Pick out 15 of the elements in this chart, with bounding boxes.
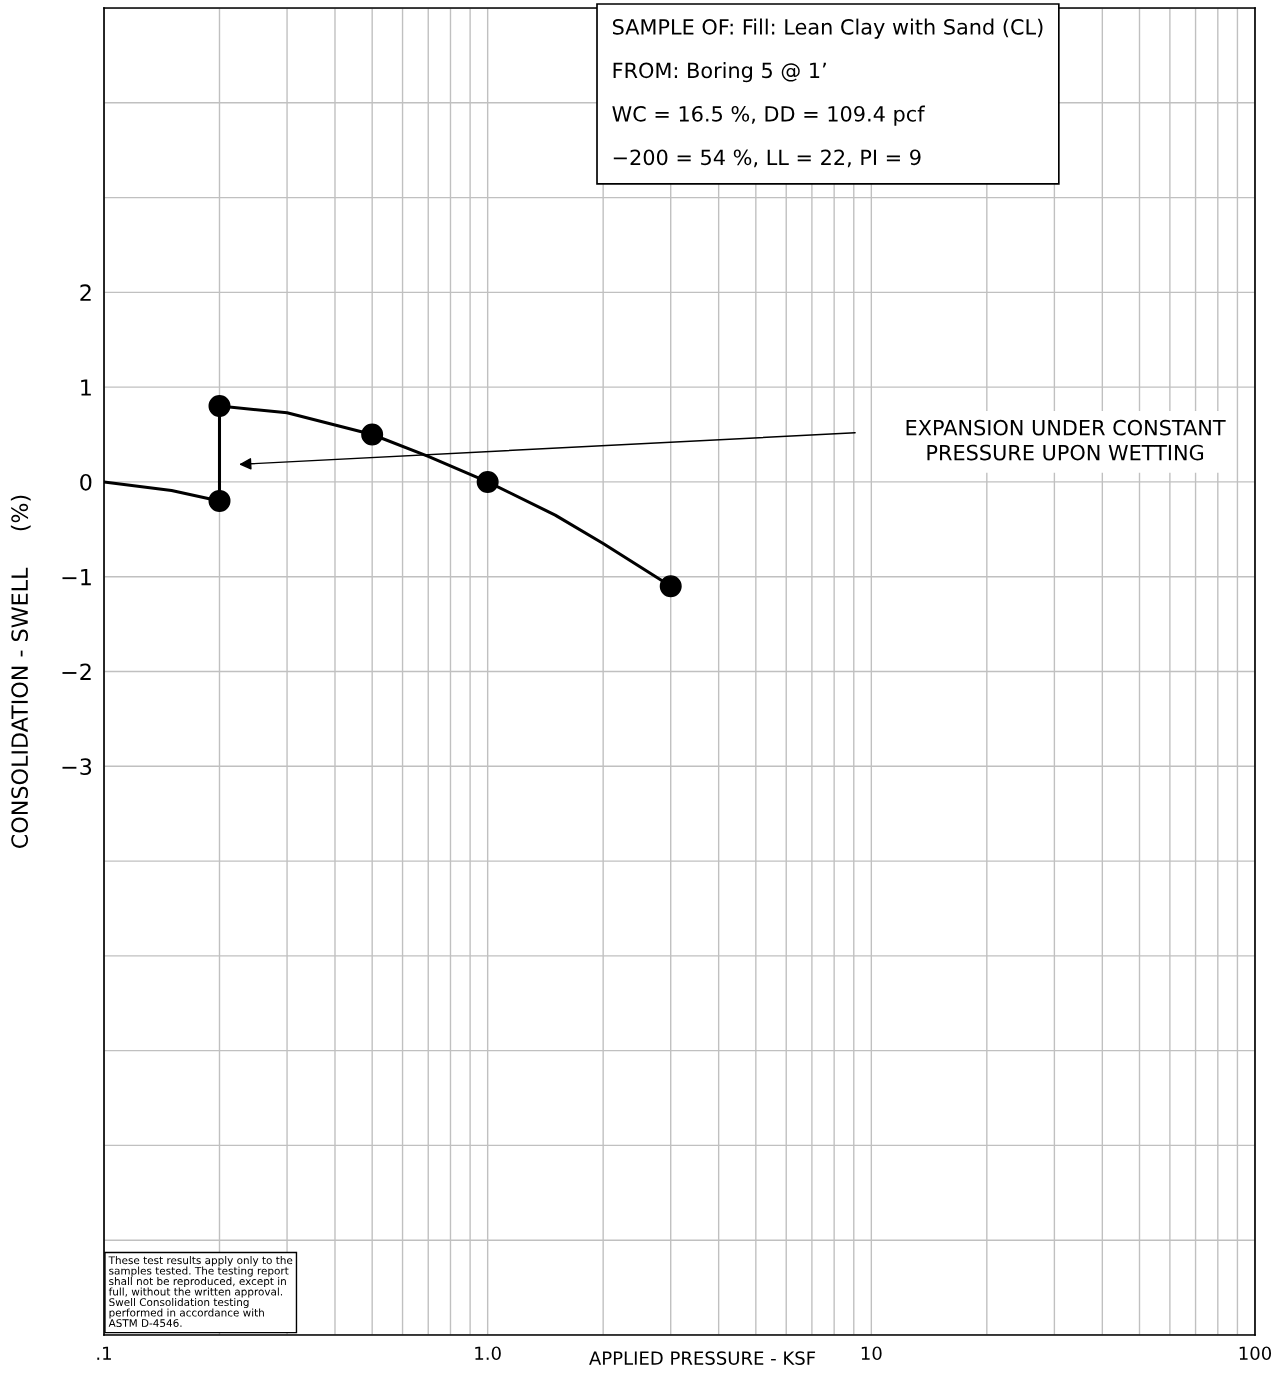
y-tick-label: 1 bbox=[81, 379, 91, 396]
annotation: EXPANSION UNDER CONSTANT PRESSURE UPON WETTING bbox=[906, 419, 1226, 461]
x-tick-label: 1.0 bbox=[475, 1346, 501, 1361]
x-tick-label: .1 bbox=[97, 1346, 111, 1360]
y-axis-title: CONSOLIDATION - SWELL (%) bbox=[10, 495, 31, 848]
y-tick-label: −2 bbox=[62, 663, 91, 680]
annotation: SAMPLE OF: Fill: Lean Clay with Sand (CL) FROM: Boring 5 @ 1’ WC = 16.5 %, DD = 109.4 pcf −200 = 54 %, LL = 22, PI = 9 bbox=[612, 18, 1043, 168]
y-tick-label: 2 bbox=[80, 284, 91, 301]
x-tick-label: 10 bbox=[861, 1346, 882, 1361]
x-tick-label: 100 bbox=[1239, 1346, 1272, 1361]
annotation: These test results apply only to the samples tested. The testing report shall not be reproduced, except in full, without the written approval. Swell Consolidation testing performed in accordance with ASTM D-4546. bbox=[108, 1256, 293, 1328]
y-tick-label: 0 bbox=[80, 473, 92, 491]
x-axis-title: APPLIED PRESSURE - KSF bbox=[589, 1351, 816, 1365]
y-tick-label: −3 bbox=[62, 758, 92, 776]
y-tick-label: −1 bbox=[62, 568, 91, 586]
